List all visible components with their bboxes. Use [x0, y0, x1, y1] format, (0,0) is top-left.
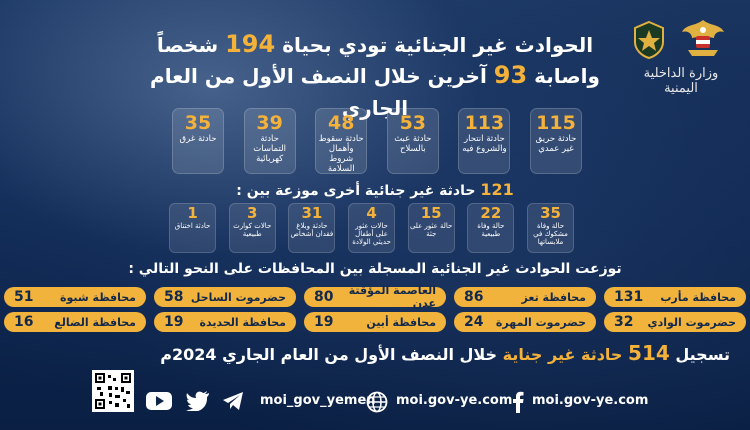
- subheading: 121 حادثة غير جنائية أخرى موزعة بين :: [236, 180, 514, 199]
- headline-line-2: واصابة 93 آخرين خلال النصف الأول من العا…: [150, 61, 600, 120]
- top-stats: 115 حادثة حريق غير عمدي 113 حادثة انتحار و…: [172, 108, 582, 174]
- globe-icon: [366, 391, 388, 413]
- stat-card: 4 حالات عثور على أطفال حديثي الولادة: [348, 203, 396, 253]
- stat-card: 3 حالات كوارث طبيعية: [228, 203, 276, 253]
- governorate-pill: حضرموت الوادي 32: [604, 312, 746, 332]
- police-badge-icon: [634, 20, 664, 60]
- headline-line-1: الحوادث غير الجنائية تودي بحياة 194 شخصا…: [156, 30, 594, 58]
- yemen-emblem-icon: [682, 20, 724, 56]
- injuries-count: 93: [493, 61, 528, 89]
- stat-card: 113 حادثة انتحار والشروع فيه: [458, 108, 511, 174]
- telegram-icon[interactable]: [222, 391, 244, 411]
- governorate-pill: محافظة أبين 19: [304, 312, 446, 332]
- ministry-name: وزارة الداخلية اليمنية: [643, 66, 719, 96]
- governorate-pill: محافظة شبوة 51: [4, 287, 146, 307]
- stat-card: 35 حالة وفاة مشكوك في ملابساتها: [527, 203, 574, 253]
- twitter-icon[interactable]: [186, 391, 210, 411]
- stat-card: 115 حادثة حريق غير عمدي: [530, 108, 582, 174]
- stat-card: 39 حادثة التماسات كهربائية: [243, 108, 296, 174]
- total-count: 514: [628, 341, 670, 365]
- stat-card: 1 حادثة اختناق: [169, 203, 217, 253]
- headline: الحوادث غير الجنائية تودي بحياة 194 شخصا…: [150, 30, 600, 124]
- governorates-grid: محافظة مأرب 131 محافظة تعز 86 العاصمة المؤ…: [4, 284, 746, 332]
- stat-card: 35 حادثة غرق: [172, 108, 225, 174]
- facebook-icon[interactable]: [512, 391, 524, 413]
- qr-code-icon: [95, 373, 131, 409]
- website-link[interactable]: moi.gov-ye.com: [396, 393, 513, 408]
- stat-card: 22 حالة وفاة طبيعية: [467, 203, 515, 253]
- stat-card: 15 حالة عثور على جثة: [407, 203, 455, 253]
- other-count: 121: [480, 180, 514, 199]
- other-stats: 35 حالة وفاة مشكوك في ملابساتها 22 حالة وف…: [169, 203, 574, 253]
- distribution-title: توزعت الحوادث غير الجنائية المسجلة بين ا…: [128, 261, 622, 277]
- qr-code[interactable]: [92, 370, 134, 412]
- stat-card: 31 حادثة وبلاغ فقدان أشخاص: [288, 203, 336, 253]
- stat-card: 53 حادثة عبث بالسلاح: [386, 108, 439, 174]
- logo-group: وزارة الداخلية اليمنية: [626, 16, 736, 96]
- governorate-pill: العاصمة المؤقتة عدن 80: [304, 284, 446, 310]
- summary-line: تسجيل 514 حادثة غير جناية خلال النصف الأ…: [160, 341, 730, 365]
- governorate-pill: محافظة الحديدة 19: [154, 312, 296, 332]
- stat-card: 48 حادثة سقوط وأهمال شروط السلامة: [315, 108, 368, 174]
- governorate-pill: محافظة مأرب 131: [604, 287, 746, 307]
- facebook-link[interactable]: moi.gov-ye.com: [532, 393, 649, 408]
- governorate-pill: حضرموت المهرة 24: [454, 312, 596, 332]
- social-bar: moi_gov_yemen moi.gov-ye.com moi.gov-ye.…: [0, 387, 750, 417]
- governorate-pill: محافظة الضالع 16: [4, 312, 146, 332]
- governorate-pill: محافظة تعز 86: [454, 287, 596, 307]
- social-handle[interactable]: moi_gov_yemen: [260, 393, 376, 408]
- governorate-pill: حضرموت الساحل 58: [154, 287, 296, 307]
- youtube-icon[interactable]: [146, 391, 172, 411]
- deaths-count: 194: [225, 30, 276, 58]
